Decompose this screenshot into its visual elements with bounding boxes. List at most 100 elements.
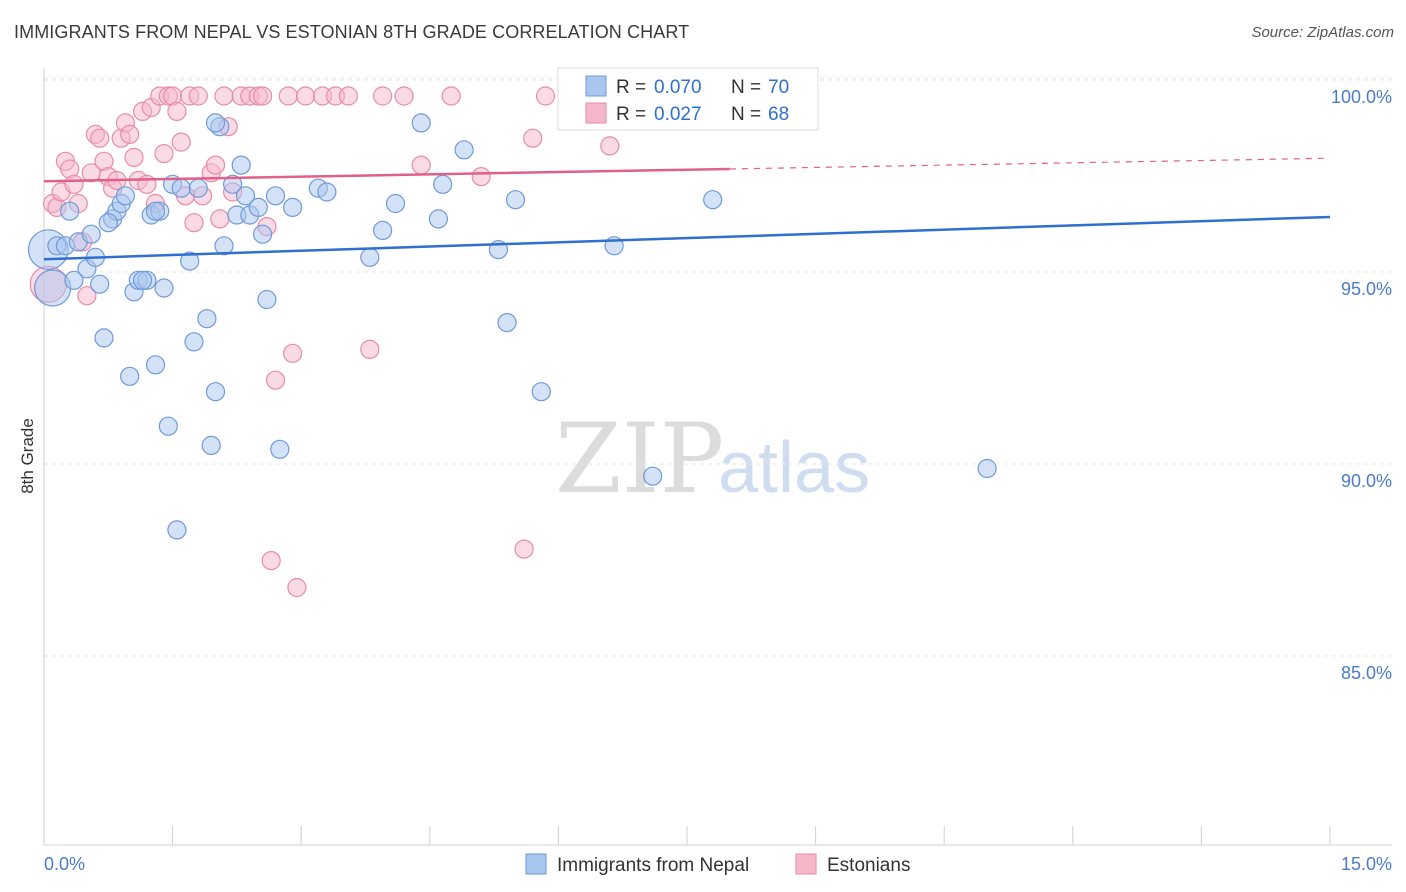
source-credit: Source: ZipAtlas.com: [1251, 24, 1394, 41]
nepal-point: [167, 520, 187, 540]
nepal-point: [94, 328, 114, 348]
bottom-legend: Immigrants from Nepal Estonians: [525, 853, 910, 876]
nepal-point: [205, 382, 226, 402]
estonian-point: [261, 550, 281, 571]
nepal-point: [184, 332, 204, 352]
estonian-points: [29, 86, 740, 598]
nepal-point: [33, 269, 72, 307]
nepal-point: [428, 209, 448, 229]
nepal-point: [60, 201, 80, 221]
nepal-point: [201, 435, 221, 455]
nepal-r-value: 0.070: [654, 77, 702, 98]
nepal-point: [531, 382, 551, 402]
nepal-point: [158, 416, 178, 436]
nepal-point: [317, 182, 337, 202]
estonian-point: [64, 174, 84, 194]
legend-nepal-swatch: [525, 853, 547, 875]
nepal-point: [283, 197, 303, 217]
nepal-point: [197, 309, 217, 329]
nepal-n-value: 70: [768, 77, 789, 98]
nepal-point: [214, 236, 234, 256]
y-tick-label: 100.0%: [1331, 87, 1392, 107]
estonian-n-label: N =: [731, 104, 761, 125]
nepal-point: [145, 201, 166, 221]
nepal-point: [505, 190, 526, 210]
nepal-r-label: R =: [616, 77, 646, 98]
estonian-point: [600, 136, 620, 156]
estonian-point: [360, 339, 380, 359]
nepal-n-label: N =: [731, 77, 761, 98]
estonian-point: [184, 213, 204, 233]
nepal-point: [643, 466, 663, 486]
estonian-point: [137, 174, 157, 194]
nepal-point: [120, 366, 140, 386]
estonian-point: [411, 155, 431, 175]
nepal-point: [411, 113, 431, 133]
estonian-r-value: 0.027: [654, 104, 702, 125]
estonian-point: [523, 128, 543, 148]
nepal-point: [373, 220, 393, 240]
stats-legend: R = 0.070 N = 70 R = 0.027 N = 68: [557, 67, 819, 131]
x-tick-min: 0.0%: [44, 854, 85, 874]
estonian-r-label: R =: [616, 104, 646, 125]
nepal-trend-line: [43, 215, 1331, 261]
nepal-point: [270, 439, 290, 459]
nepal-point: [64, 270, 84, 290]
nepal-point: [188, 178, 208, 198]
legend-nepal-label: Immigrants from Nepal: [557, 855, 749, 876]
estonian-point: [278, 86, 298, 106]
nepal-point: [265, 186, 286, 206]
watermark: ZIP atlas: [555, 403, 870, 515]
nepal-point: [385, 193, 406, 214]
nepal-point: [98, 213, 118, 233]
estonian-point: [471, 167, 491, 187]
estonian-point: [90, 128, 110, 148]
y-tick-label: 90.0%: [1341, 471, 1392, 491]
estonian-point: [338, 86, 358, 106]
estonian-trend-line: [43, 167, 730, 183]
nepal-point: [360, 247, 380, 267]
nepal-point: [171, 178, 191, 198]
nepal-point: [223, 174, 243, 194]
nepal-point: [433, 174, 453, 194]
estonian-point: [441, 86, 461, 106]
axes: [43, 68, 1392, 846]
legend-estonian-swatch: [795, 853, 817, 875]
estonian-point: [167, 101, 187, 122]
nepal-point: [133, 270, 153, 290]
nepal-point: [145, 355, 166, 375]
nepal-point: [257, 289, 277, 310]
estonian-point: [283, 343, 303, 363]
estonian-point: [210, 209, 230, 229]
estonian-point: [154, 144, 174, 164]
nepal-point: [180, 251, 200, 271]
nepal-point: [253, 224, 273, 244]
nepal-point: [231, 155, 251, 175]
watermark-zip: ZIP: [555, 403, 724, 515]
estonian-point: [253, 86, 273, 106]
y-tick-labels: 85.0% 90.0% 95.0% 100.0%: [1331, 87, 1392, 683]
estonian-n-value: 68: [768, 104, 789, 125]
y-tick-label: 95.0%: [1341, 279, 1392, 299]
y-tick-label: 85.0%: [1341, 663, 1392, 683]
estonian-swatch: [585, 102, 607, 124]
estonian-point: [287, 577, 307, 598]
nepal-point: [235, 186, 256, 206]
x-tick-max: 15.0%: [1341, 854, 1392, 874]
estonian-point: [77, 286, 97, 306]
estonian-point: [205, 155, 226, 175]
estonian-point: [265, 370, 286, 390]
estonian-point: [535, 86, 556, 106]
watermark-atlas: atlas: [718, 428, 870, 508]
estonian-point: [171, 132, 191, 152]
nepal-point: [977, 458, 997, 479]
estonian-point: [373, 86, 393, 106]
nepal-point: [248, 197, 268, 217]
nepal-point: [115, 186, 136, 206]
estonian-point: [295, 86, 316, 106]
trend-lines: [43, 157, 1331, 261]
estonian-point: [120, 124, 140, 144]
nepal-point: [154, 278, 174, 298]
nepal-point: [81, 224, 101, 244]
y-axis-label: 8th Grade: [18, 418, 37, 494]
